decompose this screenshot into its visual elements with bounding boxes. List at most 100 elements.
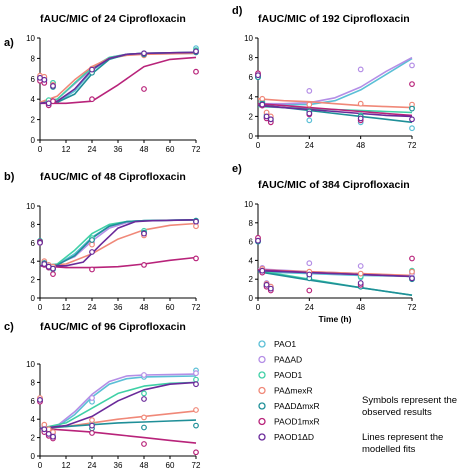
y-tick-label: 8 (249, 219, 254, 228)
y-tick-label: 8 (31, 220, 36, 229)
data-point-PAΔDΔmxR (409, 105, 415, 112)
fit-line-PAOD1 (39, 52, 196, 104)
x-tick-label: 12 (62, 303, 71, 312)
panel-title: fAUC/MIC of 384 Ciprofloxacin (258, 179, 410, 191)
data-point-PAOD1mxR (141, 262, 147, 268)
fit-line-PAΔAD (258, 56, 413, 105)
x-tick-label: 12 (62, 145, 71, 154)
data-point-PAOD1mxR (141, 441, 147, 447)
legend-marker-PAOD1mxR (258, 417, 266, 426)
fit-line-PAOD1mxR (39, 427, 197, 444)
data-point-PAOD1ΔD (259, 267, 266, 274)
y-tick-label: 6 (249, 238, 254, 247)
fit-line-PAΔDΔmxR (39, 419, 197, 430)
panel-title: fAUC/MIC of 96 Ciprofloxacin (40, 321, 186, 333)
x-tick-label: 0 (256, 303, 261, 312)
data-point-PAOD1ΔD (255, 72, 261, 79)
x-tick-label: 72 (192, 303, 201, 312)
data-point-PAOD1ΔD (45, 100, 52, 107)
data-point-PAOD1mxR (193, 68, 199, 75)
legend-marker-PAOD1ΔD (258, 433, 266, 441)
data-point-PAΔAD (193, 370, 199, 377)
legend-label-PAOD1: PAOD1 (274, 370, 302, 380)
x-tick-label: 36 (114, 145, 123, 154)
x-tick-label: 48 (356, 303, 365, 312)
data-point-PAΔmexR (306, 101, 313, 108)
x-tick-label: 0 (38, 461, 43, 470)
fit-line-PAΔDΔmxR (257, 270, 413, 296)
fit-line-PAΔmexR (39, 52, 197, 104)
panel-title: fAUC/MIC of 192 Ciprofloxacin (258, 13, 410, 25)
y-tick-label: 10 (244, 200, 253, 209)
data-point-PAOD1mxR (306, 287, 313, 294)
data-point-PAΔmexR (141, 414, 147, 421)
legend-marker-PAO1 (258, 340, 266, 348)
x-tick-label: 0 (256, 141, 261, 150)
x-tick-label: 36 (114, 303, 123, 312)
fit-line-PAOD1mxR (39, 256, 197, 269)
symbols-note-line: observed results (362, 407, 432, 418)
x-tick-label: 72 (192, 461, 201, 470)
data-point-PAOD1ΔD (141, 396, 147, 402)
data-point-PAΔAD (89, 395, 95, 401)
fit-line-PAO1 (257, 57, 413, 106)
y-tick-label: 4 (31, 415, 36, 424)
panel-label: a) (4, 37, 14, 49)
data-point-PAOD1ΔD (193, 381, 199, 388)
data-point-PAOD1ΔD (263, 281, 270, 288)
data-point-PAO1 (409, 125, 415, 132)
y-tick-label: 6 (31, 397, 36, 406)
legend-marker-PAΔmexR (258, 386, 266, 395)
data-point-PAΔmexR (259, 95, 266, 102)
fit-line-PAOD1mxR (40, 56, 197, 105)
data-point-PAOD1mxR (89, 266, 95, 273)
legend-marker-PAΔDΔmxR (258, 402, 266, 410)
y-tick-label: 4 (31, 257, 36, 266)
x-tick-label: 48 (140, 303, 149, 312)
data-point-PAOD1ΔD (357, 115, 364, 122)
y-tick-label: 10 (244, 34, 253, 43)
y-tick-label: 0 (249, 294, 254, 303)
data-point-PAOD1mxR (193, 255, 199, 262)
data-point-PAOD1ΔD (37, 239, 43, 246)
data-point-PAOD1mxR (50, 271, 56, 278)
data-point-PAOD1mxR (409, 255, 415, 262)
panel-title: fAUC/MIC of 24 Ciprofloxacin (40, 13, 186, 25)
fit-line-PAOD1 (39, 219, 197, 267)
x-tick-label: 24 (88, 303, 97, 312)
data-point-PAOD1 (193, 376, 199, 383)
data-point-PAOD1ΔD (37, 397, 43, 403)
y-tick-label: 2 (249, 112, 254, 121)
y-tick-label: 0 (249, 132, 254, 141)
x-tick-label: 48 (140, 461, 149, 470)
y-tick-label: 4 (249, 93, 254, 102)
data-point-PAOD1ΔD (193, 48, 199, 55)
fit-line-PAOD1 (39, 381, 197, 430)
data-point-PAOD1ΔD (267, 116, 274, 123)
data-point-PAOD1mxR (409, 81, 415, 87)
y-tick-label: 10 (26, 34, 35, 43)
fit-line-PAΔmexR (39, 222, 197, 267)
data-point-PAOD1ΔD (306, 271, 313, 278)
y-tick-label: 2 (249, 275, 254, 284)
lines-note-line: Lines represent the (362, 432, 443, 443)
x-tick-label: 60 (166, 145, 175, 154)
data-point-PAOD1mxR (141, 86, 147, 92)
data-point-PAOD1ΔD (50, 433, 56, 440)
data-point-PAOD1 (141, 390, 147, 397)
data-point-PAΔAD (306, 260, 313, 267)
x-axis-title: Time (h) (319, 314, 352, 324)
data-point-PAΔDΔmxR (193, 422, 199, 429)
y-tick-label: 2 (31, 276, 36, 285)
x-tick-label: 12 (62, 461, 71, 470)
data-point-PAOD1mxR (50, 98, 56, 105)
fit-line-PAΔAD (39, 52, 196, 104)
x-tick-label: 0 (38, 145, 43, 154)
y-tick-label: 0 (31, 294, 36, 303)
fit-line-PAOD1ΔD (40, 219, 197, 267)
fit-line-PAOD1mxR (257, 102, 413, 117)
lines-note-line: modelled fits (362, 444, 416, 455)
data-point-PAΔAD (306, 87, 313, 94)
